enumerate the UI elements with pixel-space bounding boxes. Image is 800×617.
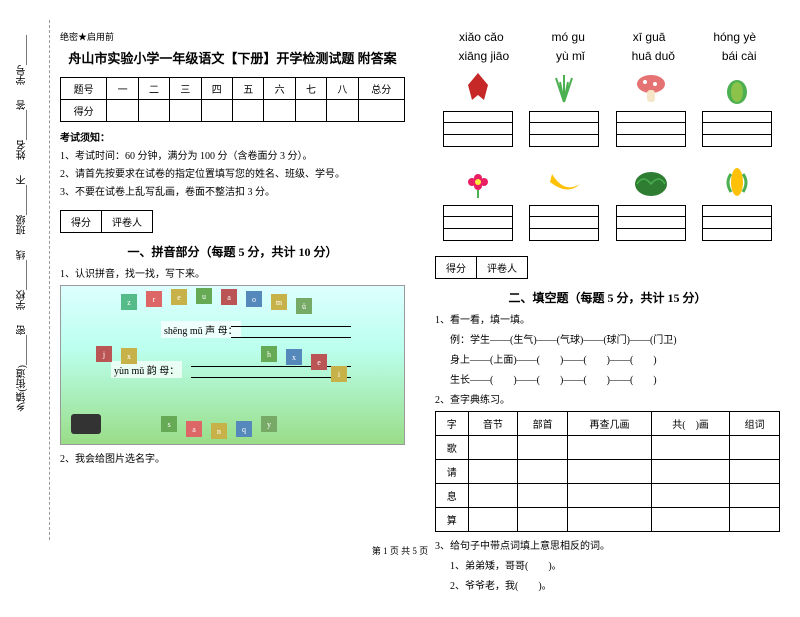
grader-label: 评卷人 (102, 211, 152, 232)
th-6: 六 (264, 78, 295, 100)
score-table: 题号 一 二 三 四 五 六 七 八 总分 得分 (60, 77, 405, 122)
th-9: 总分 (358, 78, 404, 100)
flower-icon (453, 162, 503, 202)
score-value-row: 得分 (61, 100, 405, 122)
leaf-icon (453, 68, 503, 108)
corn-icon (712, 162, 762, 202)
s2-q2: 2、查字典练习。 (435, 391, 780, 406)
score-header-row: 题号 一 二 三 四 五 六 七 八 总分 (61, 78, 405, 100)
note-1: 1、考试时间：60 分钟，满分为 100 分（含卷面分 3 分）。 (60, 148, 405, 166)
classification-label: 绝密★启用前 (60, 30, 405, 43)
yunmu-blank (191, 366, 351, 378)
q2-text: 2、我会给图片选名字。 (60, 450, 405, 465)
watermelon-icon (626, 162, 676, 202)
th-1: 一 (107, 78, 138, 100)
sidebar-banji: 班级______不 (15, 175, 30, 235)
py-2-4: bái cài (722, 49, 757, 63)
note-3: 3、不要在试卷上乱写乱画，卷面不整洁扣 3 分。 (60, 184, 405, 202)
mushroom-icon (626, 68, 676, 108)
right-column: xiǎo cǎo mó gu xī guā hóng yè xiāng jiāo… (435, 30, 780, 597)
char-row-2: 请 (436, 460, 780, 484)
section2-score-box: 得分 评卷人 (435, 256, 528, 279)
th-2: 二 (138, 78, 169, 100)
exam-notes: 考试须知： 1、考试时间：60 分钟，满分为 100 分（含卷面分 3 分）。 … (60, 130, 405, 202)
shengmu-label: shēng mǔ 声 母： (161, 321, 241, 338)
page-footer: 第 1 页 共 5 页 (0, 544, 800, 557)
th-5: 五 (232, 78, 263, 100)
section2-title: 二、填空题（每题 5 分，共计 15 分） (435, 289, 780, 306)
s2-q3-2: 2、爷爷老，我( )。 (435, 577, 780, 592)
char-header: 字 音节 部首 再查几画 共( )画 组词 (436, 412, 780, 436)
py-2-2: yù mǐ (556, 49, 585, 63)
blank-row-2 (435, 205, 780, 241)
blank-2-2 (529, 205, 599, 241)
cabbage-icon (712, 68, 762, 108)
sidebar-xuexiao: 学校______线 (15, 250, 30, 310)
score-label: 得分 (61, 211, 102, 232)
blank-1-2 (529, 111, 599, 147)
py-1-2: mó gu (552, 30, 585, 44)
pinyin-row-2: xiāng jiāo yù mǐ huā duǒ bái cài (435, 49, 780, 63)
grader-label-2: 评卷人 (477, 257, 527, 278)
icon-row-1 (435, 68, 780, 108)
pinyin-snake-image: shēng mǔ 声 母： yùn mǔ 韵 母： z r e u a o m … (60, 285, 405, 445)
py-2-1: xiāng jiāo (458, 49, 509, 63)
th-8: 八 (327, 78, 358, 100)
shengmu-blank (231, 326, 351, 338)
th-3: 三 (170, 78, 201, 100)
notes-heading: 考试须知： (60, 130, 405, 148)
blank-2-1 (443, 205, 513, 241)
section-score-box: 得分 评卷人 (60, 210, 153, 233)
th-0: 题号 (61, 78, 107, 100)
blank-2-3 (616, 205, 686, 241)
py-2-3: huā duǒ (632, 49, 675, 63)
sidebar-xiangzhen: 乡镇(街道)______密 (15, 325, 30, 412)
note-2: 2、请首先按要求在试卷的指定位置填写您的姓名、班级、学号。 (60, 166, 405, 184)
blank-2-4 (702, 205, 772, 241)
sidebar-xuehao: 学号______ (15, 35, 30, 85)
py-1-4: hóng yè (713, 30, 756, 44)
th-7: 七 (295, 78, 326, 100)
char-table: 字 音节 部首 再查几画 共( )画 组词 歌 请 息 算 (435, 411, 780, 532)
row-label: 得分 (61, 100, 107, 122)
char-row-1: 歌 (436, 436, 780, 460)
s2-q1: 1、看一看，填一填。 (435, 311, 780, 326)
sidebar-xingming: 姓名______答 (15, 100, 30, 160)
exam-title: 舟山市实验小学一年级语文【下册】开学检测试题 附答案 (60, 48, 405, 67)
page-content: 绝密★启用前 舟山市实验小学一年级语文【下册】开学检测试题 附答案 题号 一 二… (0, 0, 800, 617)
binding-sidebar: 学号______ 姓名______答 班级______不 学校______线 乡… (10, 20, 50, 540)
py-1-1: xiǎo cǎo (459, 30, 504, 44)
blank-1-1 (443, 111, 513, 147)
icon-row-2 (435, 162, 780, 202)
blank-1-3 (616, 111, 686, 147)
s2-example: 例：学生——(生气)——(气球)——(球门)——(门卫) (435, 331, 780, 346)
blank-row-1 (435, 111, 780, 147)
s2-line3: 生长——( )——( )——( )——( ) (435, 371, 780, 386)
score-label-2: 得分 (436, 257, 477, 278)
s2-line2: 身上——(上面)——( )——( )——( ) (435, 351, 780, 366)
section1-title: 一、拼音部分（每题 5 分，共计 10 分） (60, 243, 405, 260)
char-row-3: 息 (436, 484, 780, 508)
left-column: 绝密★启用前 舟山市实验小学一年级语文【下册】开学检测试题 附答案 题号 一 二… (60, 30, 405, 597)
banana-icon (539, 162, 589, 202)
pinyin-row-1: xiǎo cǎo mó gu xī guā hóng yè (435, 30, 780, 44)
train-icon (71, 414, 101, 434)
th-4: 四 (201, 78, 232, 100)
py-1-3: xī guā (633, 30, 666, 44)
grass-icon (539, 68, 589, 108)
char-row-4: 算 (436, 508, 780, 532)
q1-text: 1、认识拼音，找一找，写下来。 (60, 265, 405, 280)
blank-1-4 (702, 111, 772, 147)
